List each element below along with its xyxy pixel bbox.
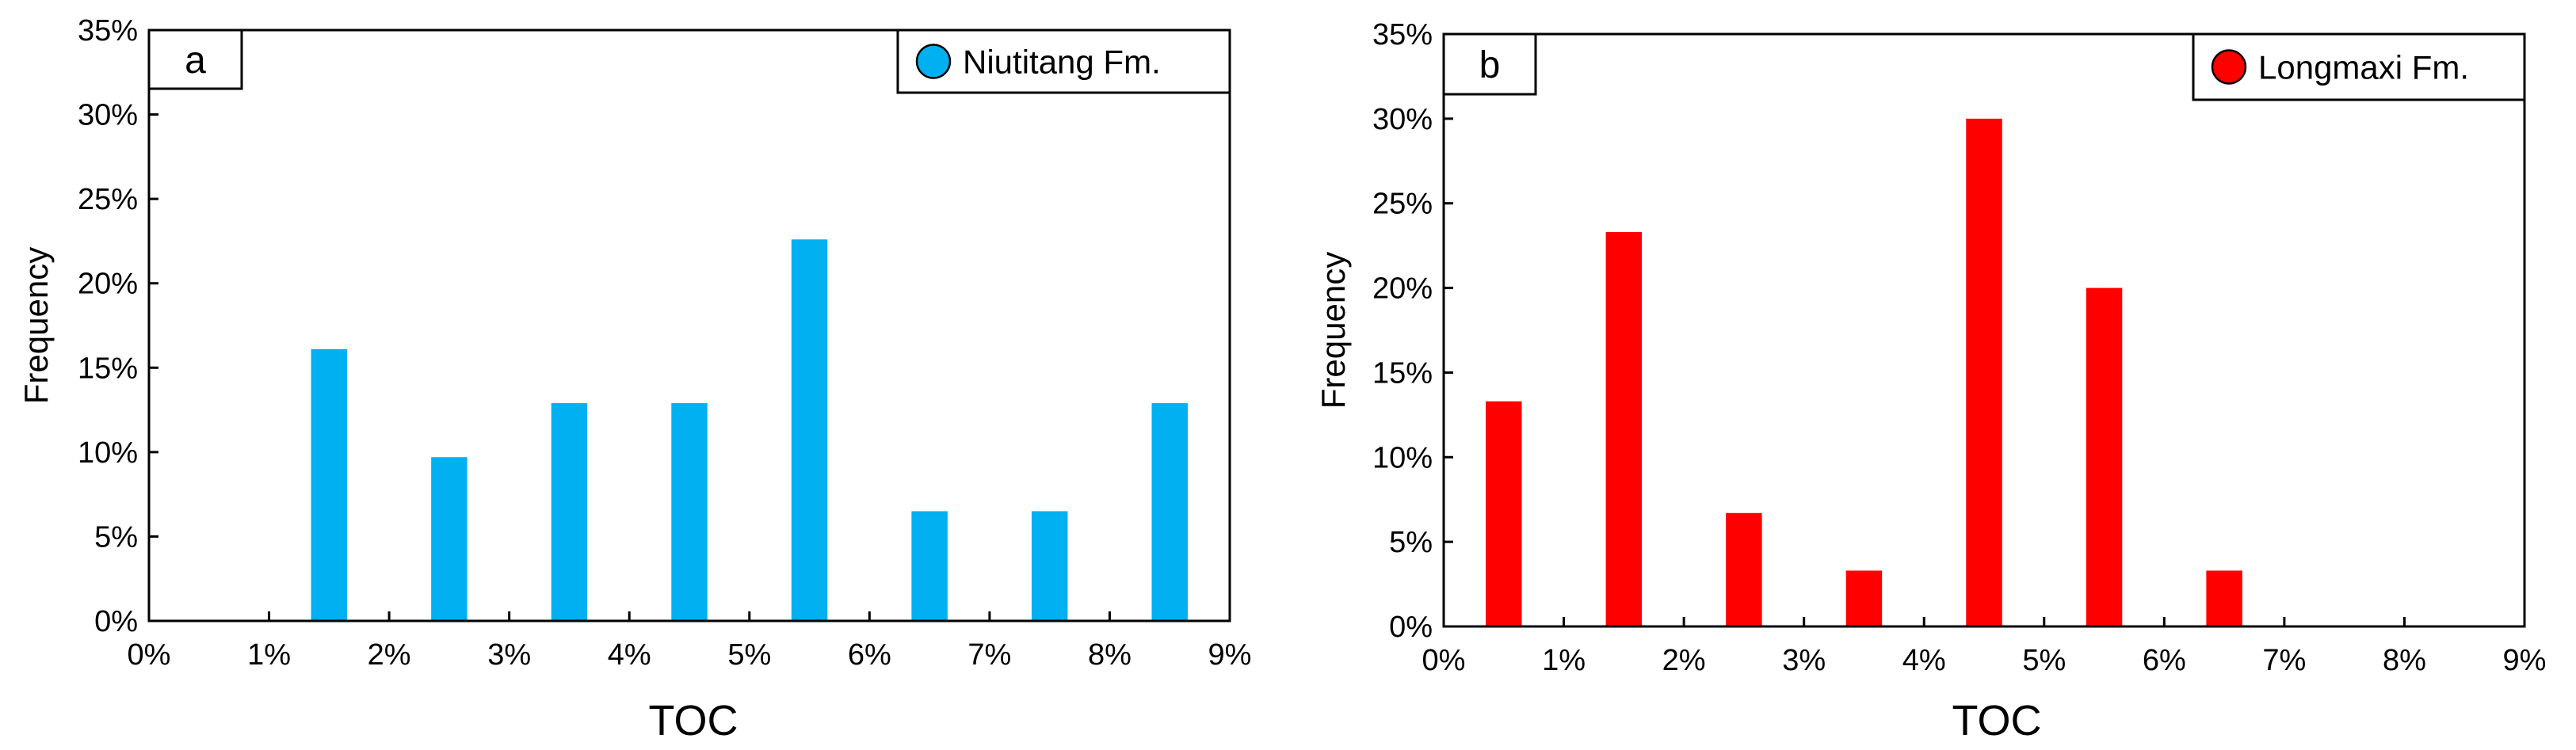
legend-marker-a: [915, 44, 952, 79]
y-tick-label-b-4: 20%: [1372, 272, 1433, 306]
y-tick-label-a-2: 10%: [78, 436, 138, 470]
bar-b-1: [1605, 232, 1643, 626]
x-tick-label-a-1: 1%: [247, 638, 291, 672]
y-tick-label-b-2: 10%: [1372, 441, 1433, 474]
bar-b-0: [1486, 401, 1522, 626]
bar-b-6: [2206, 570, 2242, 626]
x-tick-label-b-0: 0%: [1422, 644, 1466, 677]
y-tick-label-b-7: 35%: [1372, 18, 1433, 51]
x-tick-label-b-2: 2%: [1662, 644, 1706, 677]
bar-a-4: [791, 239, 828, 621]
y-axis-title-b: Frequency: [1315, 252, 1352, 409]
legend-label-a: Niutitang Fm.: [963, 44, 1161, 81]
bar-b-2: [1726, 512, 1762, 626]
y-tick-label-b-0: 0%: [1389, 611, 1433, 644]
x-tick-label-a-0: 0%: [128, 638, 171, 672]
x-tick-label-a-8: 8%: [1088, 638, 1132, 672]
panel-label-a: a: [185, 40, 206, 82]
plot-frame-a: [147, 29, 1231, 622]
y-tick-label-a-7: 35%: [78, 14, 138, 48]
bar-a-1: [431, 457, 467, 621]
y-tick-label-a-5: 25%: [78, 183, 138, 216]
x-tick-label-b-4: 4%: [1902, 644, 1946, 677]
bar-a-6: [1031, 511, 1068, 621]
legend-label-b: Longmaxi Fm.: [2258, 49, 2469, 86]
bar-a-7: [1151, 403, 1188, 621]
bar-a-5: [911, 511, 948, 621]
x-tick-label-a-5: 5%: [727, 638, 771, 672]
y-tick-label-a-3: 15%: [78, 352, 138, 385]
y-tick-label-b-3: 15%: [1372, 356, 1433, 390]
x-tick-label-a-4: 4%: [608, 638, 651, 672]
plot-frame-b: [1442, 32, 2526, 628]
bar-b-3: [1845, 570, 1883, 626]
x-tick-label-a-6: 6%: [848, 638, 891, 672]
y-tick-label-a-1: 5%: [94, 520, 138, 554]
legend-box-b: [2192, 32, 2526, 101]
x-tick-label-b-7: 7%: [2262, 644, 2306, 677]
y-tick-label-a-0: 0%: [94, 605, 138, 638]
panel-label-b: b: [1479, 44, 1501, 86]
y-axis-title-a: Frequency: [17, 247, 55, 404]
x-tick-label-a-9: 9%: [1208, 638, 1252, 672]
x-tick-label-b-5: 5%: [2022, 644, 2066, 677]
bar-b-5: [2086, 287, 2123, 626]
y-tick-label-b-1: 5%: [1389, 526, 1433, 559]
x-tick-label-b-1: 1%: [1542, 644, 1586, 677]
x-tick-label-b-9: 9%: [2503, 644, 2547, 677]
chart-panel-b: 0% 5% 10% 15% 20% 25% 30% 35% 0% 1% 2% 3% 4% 5% 6% 7% 8%…: [1315, 18, 2546, 744]
bar-b-4: [1966, 118, 2002, 626]
x-tick-label-b-8: 8%: [2383, 644, 2426, 677]
y-tick-label-a-6: 30%: [78, 99, 138, 132]
x-tick-label-b-6: 6%: [2143, 644, 2186, 677]
legend-marker-b: [2211, 49, 2247, 85]
y-tick-label-b-5: 25%: [1372, 188, 1433, 221]
y-tick-label-b-6: 30%: [1372, 103, 1433, 136]
bar-a-0: [311, 348, 348, 621]
x-axis-title-a: TOC: [648, 697, 738, 744]
panel-label-box-b: [1442, 32, 1537, 96]
x-tick-label-b-3: 3%: [1782, 644, 1826, 677]
chart-panel-a: 0% 5% 10% 15% 20% 25% 30% 35% 0% 1% 2% 3% 4% 5% 6% 7% 8%…: [17, 14, 1251, 744]
x-tick-label-a-3: 3%: [487, 638, 531, 672]
y-tick-label-a-4: 20%: [78, 268, 138, 301]
x-tick-label-a-2: 2%: [368, 638, 411, 672]
panel-label-box-a: [147, 29, 243, 90]
x-tick-label-a-7: 7%: [967, 638, 1011, 672]
bar-a-2: [551, 403, 588, 621]
x-axis-title-b: TOC: [1952, 697, 2041, 744]
legend-box-a: [896, 29, 1231, 94]
bar-a-3: [671, 403, 708, 621]
